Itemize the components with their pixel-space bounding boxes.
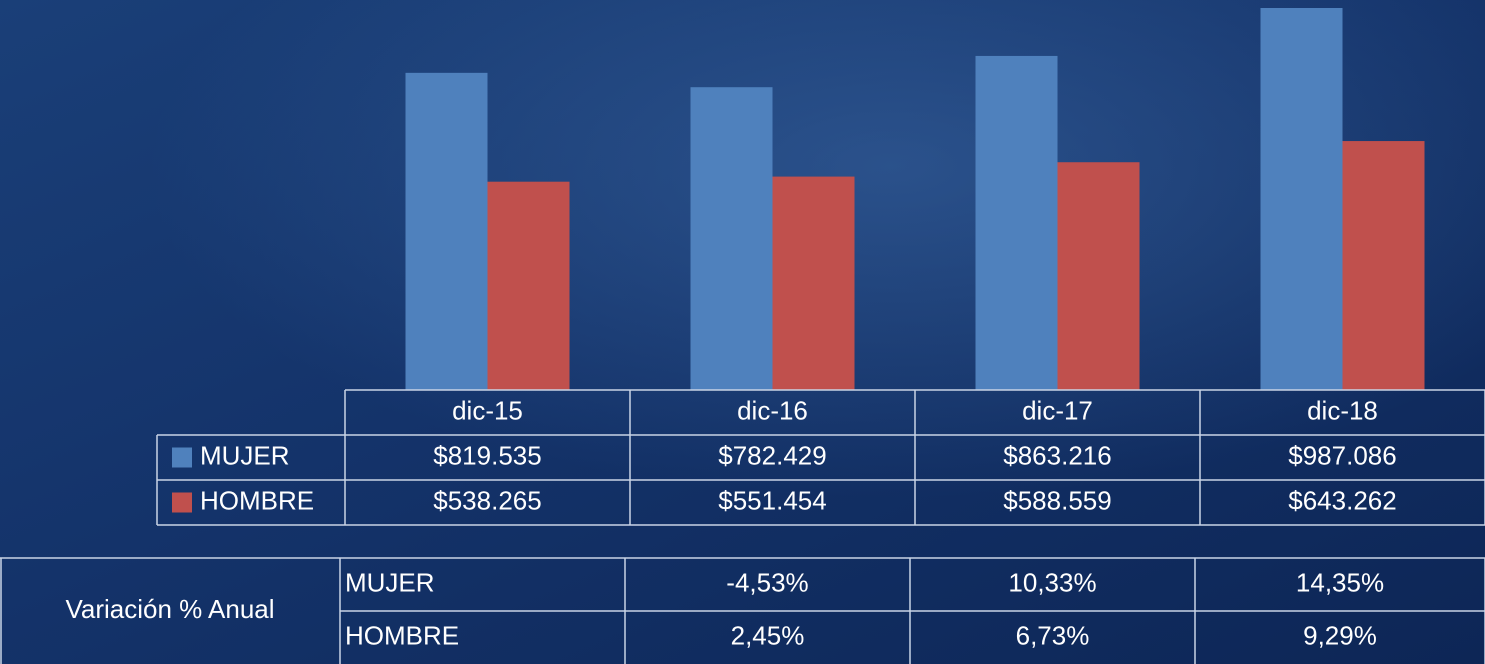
x-tick-label: dic-16 <box>737 395 808 425</box>
variation-value: -4,53% <box>726 567 808 597</box>
bar <box>1260 8 1343 390</box>
value-label: $819.535 <box>433 440 541 470</box>
value-label: $863.216 <box>1003 440 1111 470</box>
bar <box>690 87 773 390</box>
legend-swatch <box>172 447 192 468</box>
value-label: $643.262 <box>1288 485 1396 515</box>
value-label: $588.559 <box>1003 485 1111 515</box>
bar <box>975 55 1058 390</box>
bar <box>487 181 570 390</box>
legend-label: HOMBRE <box>200 485 314 515</box>
variation-row-name: MUJER <box>345 567 435 597</box>
x-tick-label: dic-15 <box>452 395 523 425</box>
bar <box>772 176 855 390</box>
variation-value: 2,45% <box>731 620 805 650</box>
value-label: $538.265 <box>433 485 541 515</box>
bar <box>1057 162 1140 390</box>
variation-value: 14,35% <box>1296 567 1384 597</box>
legend-swatch <box>172 492 192 513</box>
legend-label: MUJER <box>200 440 290 470</box>
bar <box>405 72 488 390</box>
value-label: $987.086 <box>1288 440 1396 470</box>
variation-value: 10,33% <box>1008 567 1096 597</box>
bar <box>1342 141 1425 390</box>
x-tick-label: dic-18 <box>1307 395 1378 425</box>
variation-value: 9,29% <box>1303 620 1377 650</box>
variation-label: Variación % Anual <box>65 594 274 624</box>
variation-value: 6,73% <box>1016 620 1090 650</box>
variation-row-name: HOMBRE <box>345 620 459 650</box>
x-tick-label: dic-17 <box>1022 395 1093 425</box>
value-label: $782.429 <box>718 440 826 470</box>
value-label: $551.454 <box>718 485 826 515</box>
